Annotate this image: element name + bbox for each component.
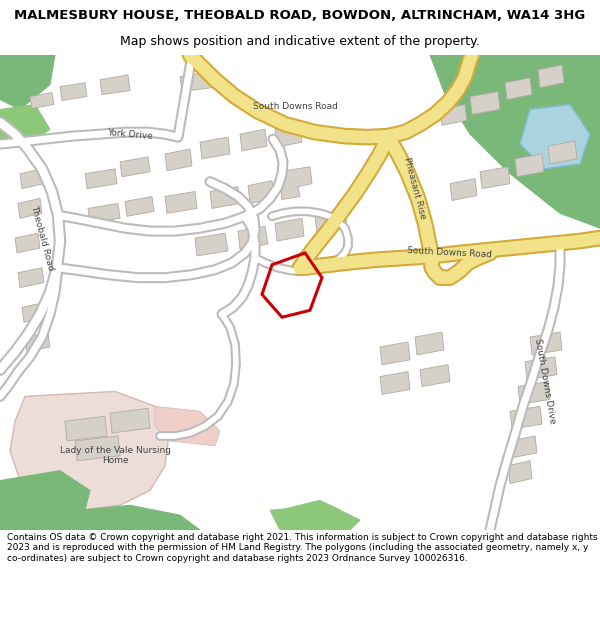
Polygon shape: [18, 199, 42, 218]
Polygon shape: [538, 65, 564, 88]
Polygon shape: [470, 92, 500, 114]
Text: York Drive: York Drive: [107, 127, 153, 141]
Polygon shape: [270, 505, 360, 530]
Polygon shape: [490, 55, 600, 154]
Polygon shape: [15, 233, 40, 253]
Polygon shape: [248, 181, 274, 204]
Polygon shape: [515, 154, 544, 177]
Polygon shape: [275, 218, 304, 241]
Polygon shape: [25, 332, 50, 352]
Text: South Downs Drive: South Downs Drive: [533, 338, 557, 425]
Polygon shape: [420, 365, 450, 386]
Polygon shape: [430, 55, 600, 228]
Text: South Downs Road: South Downs Road: [253, 102, 337, 111]
Polygon shape: [440, 104, 467, 125]
Polygon shape: [238, 226, 268, 249]
Polygon shape: [100, 75, 130, 94]
Polygon shape: [155, 406, 220, 446]
Polygon shape: [65, 416, 107, 441]
Polygon shape: [20, 169, 44, 189]
Text: South Downs Road: South Downs Road: [407, 246, 493, 259]
Polygon shape: [195, 233, 228, 256]
Polygon shape: [278, 167, 312, 199]
Text: MALMESBURY HOUSE, THEOBALD ROAD, BOWDON, ALTRINCHAM, WA14 3HG: MALMESBURY HOUSE, THEOBALD ROAD, BOWDON,…: [14, 9, 586, 22]
Text: Pheasant Rise: Pheasant Rise: [403, 157, 428, 221]
Polygon shape: [85, 169, 117, 189]
Text: Map shows position and indicative extent of the property.: Map shows position and indicative extent…: [120, 35, 480, 48]
Polygon shape: [75, 436, 120, 461]
Polygon shape: [525, 357, 557, 379]
Polygon shape: [380, 342, 410, 365]
Polygon shape: [240, 129, 267, 151]
Polygon shape: [415, 332, 444, 355]
Polygon shape: [380, 372, 410, 394]
Polygon shape: [125, 196, 154, 216]
Polygon shape: [315, 211, 347, 233]
Polygon shape: [165, 149, 192, 171]
Polygon shape: [0, 55, 55, 109]
Polygon shape: [80, 505, 200, 530]
Polygon shape: [88, 204, 120, 223]
Polygon shape: [548, 141, 577, 164]
Polygon shape: [530, 332, 562, 355]
Polygon shape: [505, 78, 532, 99]
Polygon shape: [110, 408, 150, 433]
Polygon shape: [210, 187, 240, 208]
Polygon shape: [0, 471, 90, 530]
Polygon shape: [480, 167, 510, 189]
Polygon shape: [60, 82, 87, 101]
Polygon shape: [200, 137, 230, 159]
Text: Contains OS data © Crown copyright and database right 2021. This information is : Contains OS data © Crown copyright and d…: [7, 533, 598, 562]
Polygon shape: [10, 391, 170, 510]
Polygon shape: [280, 500, 340, 525]
Polygon shape: [18, 268, 44, 288]
Polygon shape: [510, 406, 542, 429]
Polygon shape: [30, 92, 54, 109]
Polygon shape: [510, 436, 537, 457]
Polygon shape: [165, 191, 197, 213]
Polygon shape: [180, 72, 212, 92]
Polygon shape: [508, 461, 532, 484]
Polygon shape: [120, 157, 150, 177]
Polygon shape: [275, 124, 302, 147]
Text: Lady of the Vale Nursing
Home: Lady of the Vale Nursing Home: [59, 446, 170, 466]
Polygon shape: [22, 302, 47, 322]
Polygon shape: [0, 104, 50, 149]
Polygon shape: [520, 104, 590, 169]
Polygon shape: [450, 179, 477, 201]
Polygon shape: [518, 381, 550, 404]
Text: Theobald Road: Theobald Road: [29, 204, 55, 272]
